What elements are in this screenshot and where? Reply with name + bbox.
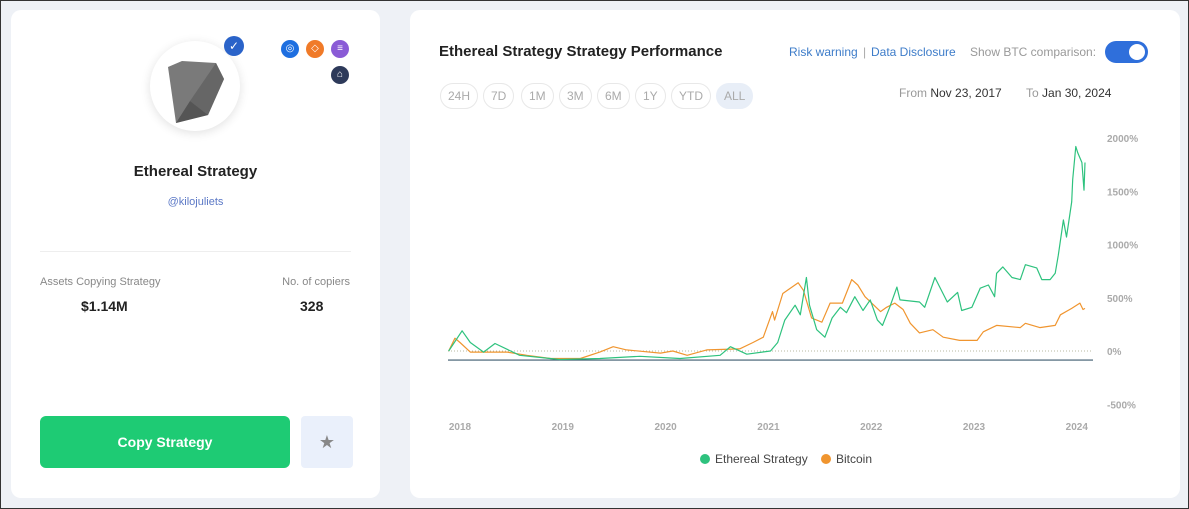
legend-swatch xyxy=(821,454,831,464)
purple-stack-icon[interactable]: ≡ xyxy=(331,40,349,58)
timeframe-1y[interactable]: 1Y xyxy=(635,83,666,109)
to-label: To xyxy=(1026,86,1039,100)
from-date-value: Nov 23, 2017 xyxy=(930,86,1002,100)
gem-logo-icon xyxy=(168,61,224,123)
x-tick-label: 2023 xyxy=(963,422,986,433)
y-tick-label: 0% xyxy=(1107,347,1122,358)
x-tick-label: 2019 xyxy=(552,422,575,433)
legend-swatch xyxy=(700,454,710,464)
blue-coin-icon[interactable]: ◎ xyxy=(281,40,299,58)
orange-coin-icon[interactable]: ◇ xyxy=(306,40,324,58)
to-date-value: Jan 30, 2024 xyxy=(1042,86,1112,100)
timeframe-6m[interactable]: 6M xyxy=(597,83,630,109)
x-tick-label: 2024 xyxy=(1066,422,1089,433)
x-tick-label: 2022 xyxy=(860,422,883,433)
btc-comparison-label: Show BTC comparison: xyxy=(970,45,1097,59)
series-line-ethereal-strategy xyxy=(448,145,1086,361)
timeframe-ytd[interactable]: YTD xyxy=(671,83,711,109)
x-tick-label: 2021 xyxy=(757,422,780,433)
risk-warning-link[interactable]: Risk warning xyxy=(789,45,858,59)
timeframe-all[interactable]: ALL xyxy=(716,83,754,109)
legend-label: Bitcoin xyxy=(836,452,873,466)
data-disclosure-link[interactable]: Data Disclosure xyxy=(871,45,956,59)
assets-value: $1.14M xyxy=(81,298,128,314)
timeframe-7d[interactable]: 7D xyxy=(483,83,515,109)
x-tick-label: 2018 xyxy=(449,422,472,433)
y-tick-label: 1000% xyxy=(1107,241,1138,252)
to-date: To Jan 30, 2024 xyxy=(1026,86,1111,100)
x-tick-label: 2020 xyxy=(654,422,677,433)
star-icon: ★ xyxy=(318,432,336,452)
copy-strategy-button[interactable]: Copy Strategy xyxy=(40,416,290,468)
from-label: From xyxy=(899,86,927,100)
legend-label: Ethereal Strategy xyxy=(715,452,808,466)
chart-title: Ethereal Strategy Strategy Performance xyxy=(439,43,723,60)
legend-bitcoin[interactable]: Bitcoin xyxy=(821,452,872,466)
timeframe-1m[interactable]: 1M xyxy=(521,83,554,109)
y-tick-label: 2000% xyxy=(1107,134,1138,145)
dark-network-icon[interactable]: ⌂ xyxy=(331,66,349,84)
legend-ethereal[interactable]: Ethereal Strategy xyxy=(700,452,808,466)
link-separator: | xyxy=(863,45,867,59)
btc-comparison-toggle[interactable] xyxy=(1105,41,1148,63)
from-date: From Nov 23, 2017 xyxy=(899,86,1002,100)
y-tick-label: 1500% xyxy=(1107,187,1138,198)
author-handle-link[interactable]: @kilojuliets xyxy=(167,196,224,208)
y-tick-label: 500% xyxy=(1107,294,1133,305)
series-line-bitcoin xyxy=(448,279,1086,360)
strategy-profile-card: ✓ ◎ ◇ ≡ ⌂ Ethereal Strategy @kilojuliets… xyxy=(11,10,380,498)
divider xyxy=(40,251,351,252)
strategy-name: Ethereal Strategy xyxy=(133,163,258,180)
copiers-label: No. of copiers xyxy=(282,276,350,288)
timeframe-24h[interactable]: 24H xyxy=(440,83,479,109)
performance-card: Ethereal Strategy Strategy Performance R… xyxy=(410,10,1180,498)
performance-chart[interactable]: 2000% 1500% 1000% 500% 0% -500% 2018 2019 2020 20… xyxy=(410,10,1180,498)
y-tick-label: -500% xyxy=(1107,400,1136,411)
verified-badge-icon: ✓ xyxy=(224,36,244,56)
avatar xyxy=(150,41,240,131)
copiers-value: 328 xyxy=(300,298,324,314)
assets-label: Assets Copying Strategy xyxy=(40,276,161,288)
favorite-button[interactable]: ★ xyxy=(301,416,353,468)
timeframe-3m[interactable]: 3M xyxy=(559,83,592,109)
